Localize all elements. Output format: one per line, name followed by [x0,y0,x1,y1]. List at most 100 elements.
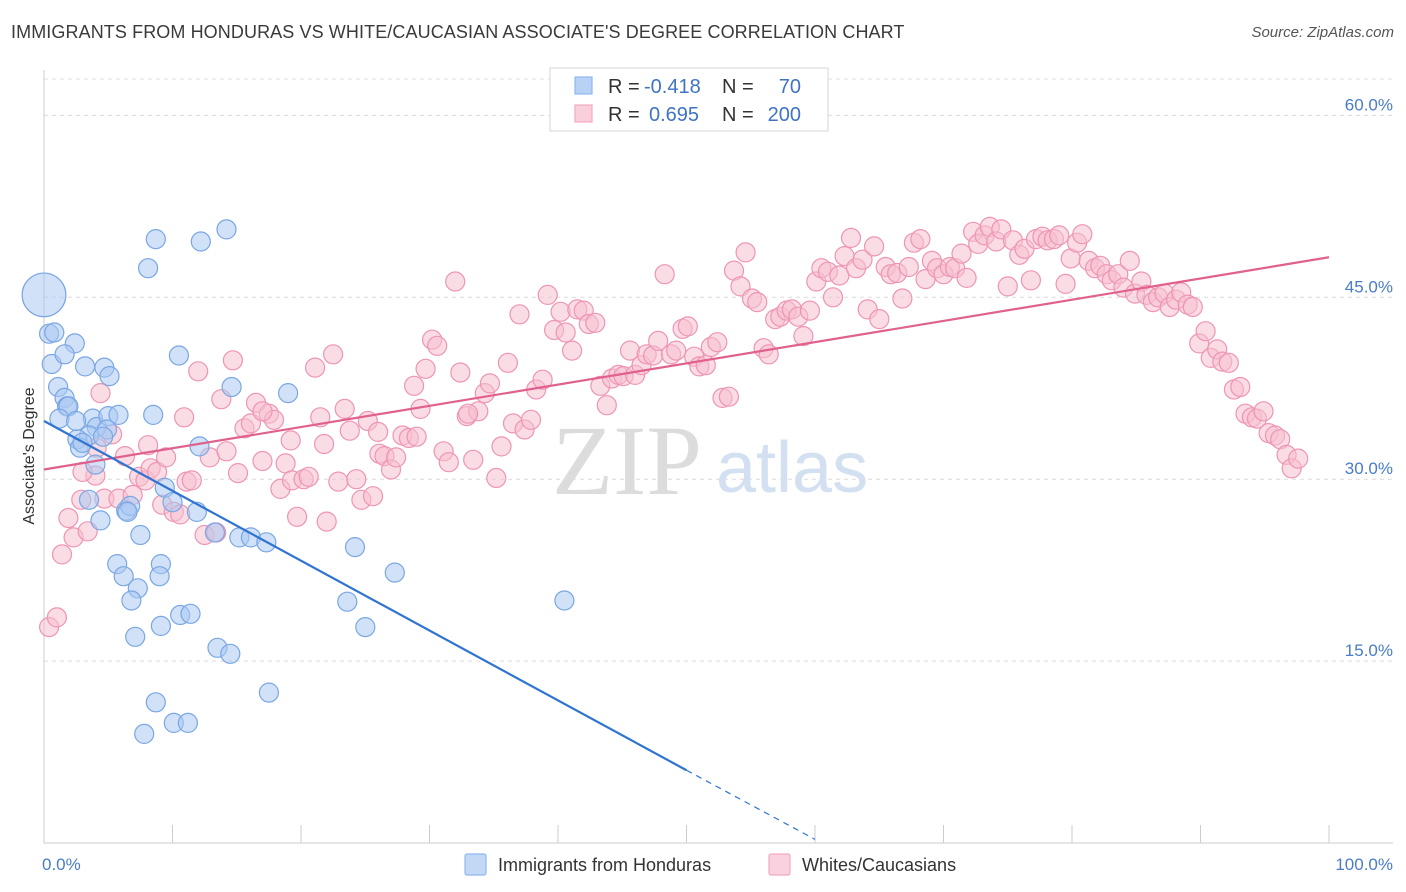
pink-point-45 [305,357,326,378]
pink-point-146 [892,288,913,309]
blue-point-33 [90,510,111,531]
legend-swatch-pink [768,853,791,876]
pink-point-20 [156,447,177,468]
stats-n-value-blue: 70 [779,76,801,98]
pink-point-208 [1253,401,1274,422]
pink-point-137 [840,227,862,248]
pink-point-95 [596,395,617,416]
chart-title: IMMIGRANTS FROM HONDURAS VS WHITE/CAUCAS… [11,22,905,42]
x-tick-label-1: 100.0% [1335,855,1393,874]
blue-point-32 [78,489,100,510]
pink-point-55 [362,486,384,507]
pink-point-220 [138,435,159,456]
blue-point-59 [337,591,358,612]
pink-point-119 [735,242,756,263]
pink-point-59 [386,447,407,468]
pink-point-215 [368,421,389,442]
blue-point-11 [74,356,96,377]
pink-point-68 [438,452,459,473]
blue-point-48 [113,566,134,587]
pink-point-130 [799,300,821,321]
pink-point-6 [77,521,98,542]
blue-point-38 [162,492,183,513]
pink-point-202 [1218,352,1239,373]
watermark-zip: ZIP [552,405,702,516]
stats-r-label-blue: R = [608,76,640,98]
pink-point-84 [532,369,553,390]
pink-point-75 [479,373,500,394]
stats-r-value-pink: 0.695 [649,104,699,126]
pink-point-217 [406,426,427,447]
pink-point-24 [181,470,202,491]
pink-point-174 [1055,273,1076,294]
trend-line-honduras [43,420,688,772]
pink-point-50 [334,398,355,419]
pink-point-36 [252,450,273,472]
pink-point-80 [509,304,530,325]
y-tick-label-1: 30.0% [1345,459,1393,478]
pink-point-121 [747,292,768,313]
pink-point-164 [997,276,1018,297]
blue-point-61 [258,682,279,703]
blue-point-28 [168,345,189,366]
legend-swatch-blue [464,853,487,876]
y-tick-label-3: 60.0% [1345,95,1393,114]
blue-point-55 [150,615,171,637]
blue-point-54 [180,603,201,624]
pink-point-30 [216,441,237,462]
stats-box-frame [549,67,829,132]
pink-point-2 [51,544,73,565]
pink-point-141 [863,236,885,257]
y-axis-tick-labels: 15.0% 30.0% 45.0% 60.0% [1345,95,1393,660]
blue-point-40 [189,436,210,457]
blue-point-25 [145,229,166,250]
source-credit: Source: ZipAtlas.com [1251,24,1394,41]
pink-point-204 [1230,376,1251,398]
pink-point-104 [648,330,669,351]
pink-point-196 [1182,296,1203,318]
x-axis-ticks [43,825,1330,843]
pink-point-9 [90,383,111,404]
blue-point-23 [143,404,164,425]
grid-lines [44,78,1393,662]
blue-point-45 [344,536,366,558]
blue-point-62 [145,692,166,713]
pink-point-219 [458,403,479,424]
stats-r-value-blue: -0.418 [644,76,701,98]
pink-point-31 [222,350,243,371]
blue-point-66 [554,590,575,611]
stats-swatch-blue [574,76,593,95]
pink-point-25 [188,361,209,382]
blue-point-2 [44,322,65,343]
stats-n-label-blue: N = [722,76,754,98]
blue-point-27 [216,219,237,240]
pink-point-66 [427,335,448,356]
x-axis-tick-labels: 0.0% 100.0% [42,855,1393,874]
pink-point-93 [585,312,606,333]
pink-point-149 [910,229,931,250]
pink-point-135 [829,265,850,286]
pink-point-109 [677,316,698,337]
blue-point-30 [278,383,299,404]
blue-point-10 [54,344,75,365]
pink-point-62 [404,375,425,396]
pink-point-156 [951,243,972,264]
pink-point-69 [445,271,466,292]
series-legend: Immigrants from Honduras Whites/Caucasia… [464,853,956,876]
pink-point-107 [666,340,687,361]
blue-point-67 [117,501,138,522]
pink-point-32 [227,463,249,484]
pink-point-222 [174,407,195,428]
blue-point-63 [134,723,155,745]
pink-point-157 [956,267,977,288]
pink-point-89 [561,340,583,361]
pink-point-129 [793,326,814,347]
blue-point-31 [85,454,106,475]
x-tick-label-0: 0.0% [42,855,81,874]
trend-lines [43,256,1330,840]
y-tick-label-2: 45.0% [1345,277,1393,296]
pink-point-168 [1020,270,1042,291]
axes [43,70,1393,844]
blue-point-41 [204,522,225,543]
pink-point-47 [316,511,337,532]
